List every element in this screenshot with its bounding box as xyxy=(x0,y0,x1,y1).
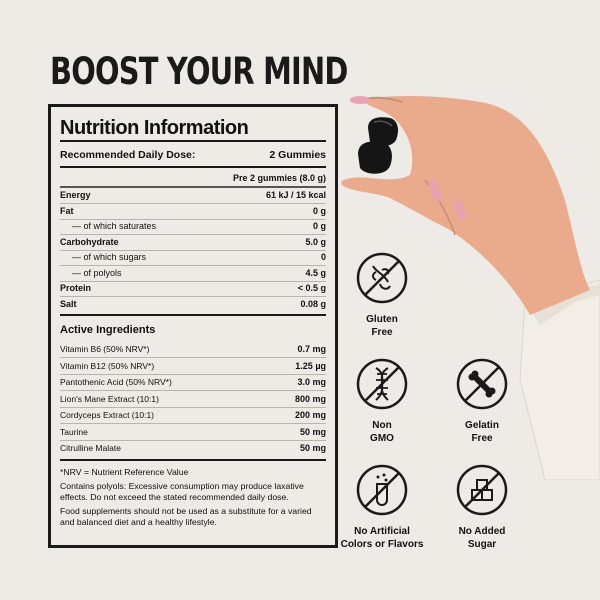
divider xyxy=(60,459,326,461)
footnote-nrv: *NRV = Nutrient Reference Value xyxy=(60,467,189,477)
divider xyxy=(60,140,326,142)
ingredient-name: Vitamin B6 (50% NRV*) xyxy=(60,344,150,354)
nutrient-row: Fat 0 g xyxy=(60,204,326,220)
badge-label: Free xyxy=(371,326,393,338)
ingredient-row: Vitamin B12 (50% NRV*) 1.25 µg xyxy=(60,358,326,375)
nutrient-value: 0 g xyxy=(312,205,326,216)
ingredient-name: Cordyceps Extract (10:1) xyxy=(60,410,155,420)
panel-title: Nutrition Information xyxy=(60,117,249,139)
badge-label: Gluten xyxy=(366,314,398,325)
ingredient-value: 0.7 mg xyxy=(297,344,326,354)
nutrient-value: < 0.5 g xyxy=(297,283,326,293)
badge-label: Non xyxy=(372,420,392,431)
ingredient-name: Lion's Mane Extract (10:1) xyxy=(60,393,159,404)
ingredient-name: Citrulline Malate xyxy=(60,443,121,453)
nutrient-row: — of polyols 4.5 g xyxy=(60,266,326,282)
ingredient-row: Citrulline Malate 50 mg xyxy=(60,440,326,456)
nutrient-value: 0.08 g xyxy=(300,298,326,309)
nutrient-name: — of polyols xyxy=(72,267,122,278)
ingredient-value: 50 mg xyxy=(299,426,326,437)
dose-label: Recommended Daily Dose: xyxy=(60,149,196,161)
badge-label: Gelatin xyxy=(465,420,499,431)
nutrient-name: Protein xyxy=(60,283,92,293)
nutrient-value: 4.5 g xyxy=(305,267,326,278)
nutrient-name: — of which saturates xyxy=(72,221,157,231)
footnotes: *NRV = Nutrient Reference Value Contains… xyxy=(60,467,326,531)
nutrient-name: Salt xyxy=(60,298,77,309)
nutrient-row: Energy 61 kJ / 15 kcal xyxy=(60,188,326,204)
nutrient-row: Salt 0.08 g xyxy=(60,297,326,312)
nutrient-name: Fat xyxy=(60,205,74,216)
ingredient-name: Taurine xyxy=(60,426,88,437)
badge-label: GMO xyxy=(370,432,394,444)
divider xyxy=(60,166,326,168)
ingredient-name: Pantothenic Acid (50% NRV*) xyxy=(60,377,172,387)
nutrition-panel: Nutrition Information Recommended Daily … xyxy=(48,104,338,548)
badge-non-gmo: Non GMO xyxy=(327,358,437,445)
nutrient-row: Protein < 0.5 g xyxy=(60,281,326,297)
ingredient-name: Vitamin B12 (50% NRV*) xyxy=(60,360,155,371)
nutrient-row: — of which sugars 0 xyxy=(60,250,326,266)
nutrient-value: 5.0 g xyxy=(305,236,326,247)
ingredient-row: Vitamin B6 (50% NRV*) 0.7 mg xyxy=(60,341,326,358)
nutrient-row: Carbohydrate 5.0 g xyxy=(60,235,326,251)
nutrient-value: 61 kJ / 15 kcal xyxy=(265,190,326,200)
badge-gelatin-free: Gelatin Free xyxy=(427,358,537,445)
nutrient-value: 0 g xyxy=(312,221,326,231)
nutrient-row: — of which saturates 0 g xyxy=(60,219,326,235)
ingredient-row: Lion's Mane Extract (10:1) 800 mg xyxy=(60,391,326,408)
footnote-supplements: Food supplements should not be used as a… xyxy=(60,505,312,528)
ingredient-row: Cordyceps Extract (10:1) 200 mg xyxy=(60,407,326,424)
ingredient-value: 200 mg xyxy=(294,410,326,420)
no-gmo-icon xyxy=(356,358,408,410)
ingredient-value: 1.25 µg xyxy=(295,360,326,371)
hand-holding-gummies-image xyxy=(341,96,600,480)
per-row: Pre 2 gummies (8.0 g) xyxy=(60,171,326,188)
footnote-polyols: Contains polyols: Excessive consumption … xyxy=(60,480,304,503)
nutrient-name: Carbohydrate xyxy=(60,236,119,247)
badge-label: No Artificial xyxy=(354,526,410,537)
nutrient-name: Energy xyxy=(60,190,91,200)
badge-no-artificial: No Artificial Colors or Flavors xyxy=(327,464,437,551)
badge-label: Sugar xyxy=(467,538,497,550)
ingredient-value: 800 mg xyxy=(294,393,326,404)
no-sugar-icon xyxy=(456,464,508,516)
badge-label: Free xyxy=(471,432,493,444)
badge-no-added-sugar: No Added Sugar xyxy=(427,464,537,551)
ingredient-value: 3.0 mg xyxy=(297,377,326,387)
dose-row: Recommended Daily Dose: 2 Gummies xyxy=(60,148,326,163)
divider xyxy=(60,314,326,316)
ingredient-row: Pantothenic Acid (50% NRV*) 3.0 mg xyxy=(60,374,326,391)
no-gelatin-icon xyxy=(456,358,508,410)
badge-gluten-free: Gluten Free xyxy=(327,252,437,339)
badge-label: Colors or Flavors xyxy=(340,538,424,550)
headline: BOOST YOUR MIND xyxy=(50,50,348,93)
nutrient-value: 0 xyxy=(320,252,326,262)
dose-value: 2 Gummies xyxy=(269,149,326,161)
active-ingredients-title: Active Ingredients xyxy=(60,324,156,336)
no-gluten-icon xyxy=(356,252,408,304)
per-label: Pre 2 gummies (8.0 g) xyxy=(232,173,326,183)
ingredient-value: 50 mg xyxy=(299,443,326,453)
badge-label: No Added xyxy=(458,526,506,537)
ingredient-row: Taurine 50 mg xyxy=(60,424,326,441)
nutrient-name: — of which sugars xyxy=(72,252,147,262)
no-artificial-icon xyxy=(356,464,408,516)
